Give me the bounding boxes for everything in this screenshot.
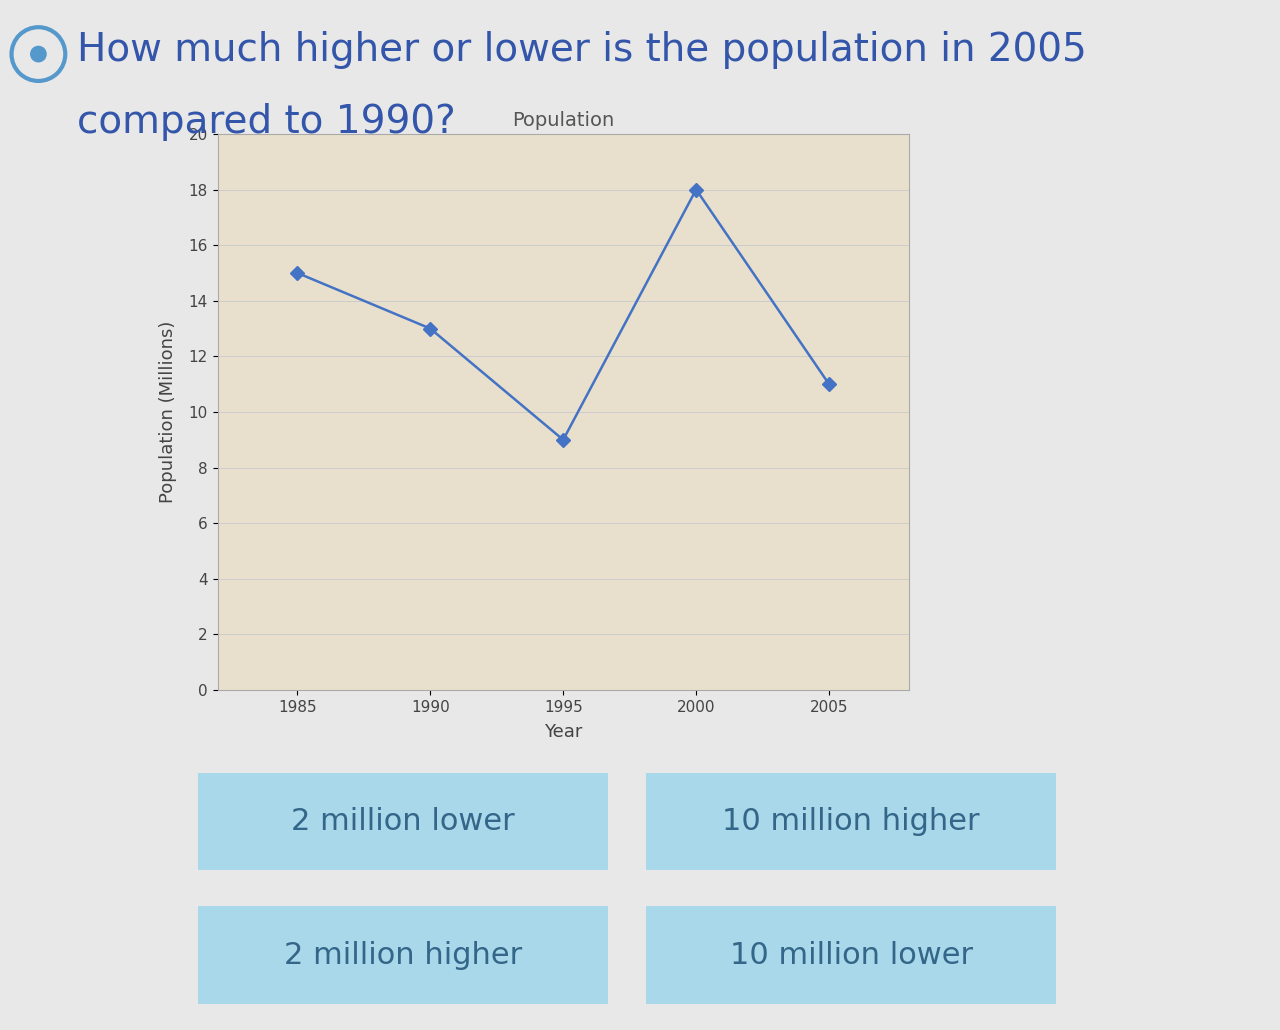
Circle shape	[31, 46, 46, 62]
Text: 2 million lower: 2 million lower	[292, 806, 515, 836]
Title: Population: Population	[512, 110, 614, 130]
FancyBboxPatch shape	[182, 772, 625, 870]
Y-axis label: Population (Millions): Population (Millions)	[160, 320, 178, 504]
Text: How much higher or lower is the population in 2005: How much higher or lower is the populati…	[77, 31, 1087, 69]
FancyBboxPatch shape	[182, 906, 625, 1004]
FancyBboxPatch shape	[630, 906, 1073, 1004]
X-axis label: Year: Year	[544, 723, 582, 742]
Text: 10 million higher: 10 million higher	[722, 806, 980, 836]
Text: compared to 1990?: compared to 1990?	[77, 103, 456, 141]
Text: 2 million higher: 2 million higher	[284, 940, 522, 970]
Text: 10 million lower: 10 million lower	[730, 940, 973, 970]
FancyBboxPatch shape	[630, 772, 1073, 870]
